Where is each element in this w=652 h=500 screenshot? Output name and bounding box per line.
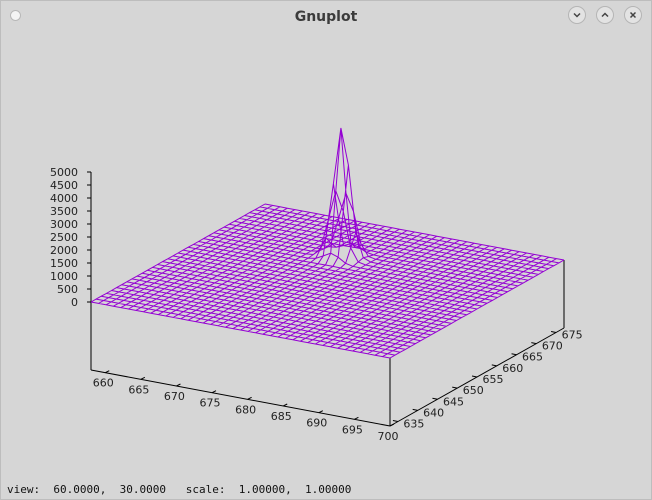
x-tick-label: 680	[235, 403, 256, 416]
x-tick-mark	[176, 383, 181, 387]
x-tick-label: 665	[128, 383, 149, 396]
y-tick-label: 670	[542, 340, 563, 353]
z-tick-label: 3500	[50, 205, 78, 218]
y-tick-label: 655	[483, 373, 504, 386]
x-tick-label: 685	[271, 410, 292, 423]
x-tick-mark	[354, 416, 359, 420]
y-tick-mark	[511, 353, 517, 356]
y-tick-label: 665	[522, 351, 543, 364]
x-axis-line	[90, 369, 391, 427]
surface-plot-canvas[interactable]: 0500100015002000250030003500400045005000…	[1, 33, 651, 481]
minimize-button[interactable]	[568, 6, 586, 24]
surface-mesh	[90, 127, 565, 359]
x-tick-label: 700	[378, 430, 399, 443]
tick-labels: 0500100015002000250030003500400045005000…	[50, 166, 583, 443]
surface-wireframe	[90, 127, 565, 359]
y-tick-label: 660	[502, 362, 523, 375]
plot-axes	[87, 171, 565, 427]
z-tick-label: 500	[57, 283, 78, 296]
x-tick-mark	[140, 376, 146, 380]
window-title: Gnuplot	[294, 9, 358, 25]
z-tick-label: 4500	[50, 179, 78, 192]
x-tick-mark	[318, 410, 324, 414]
z-tick-label: 2500	[50, 231, 78, 244]
x-tick-mark	[389, 423, 395, 427]
y-tick-label: 650	[463, 384, 484, 397]
z-tick-label: 4000	[50, 192, 78, 205]
y-tick-label: 675	[562, 328, 583, 341]
chevron-up-icon	[601, 12, 609, 18]
y-tick-mark	[550, 330, 557, 333]
x-tick-mark	[247, 396, 252, 400]
z-tick-label: 3000	[50, 218, 78, 231]
x-tick-mark	[211, 390, 217, 394]
z-tick-label: 0	[71, 296, 78, 309]
x-tick-label: 660	[93, 377, 114, 390]
y-tick-label: 640	[423, 406, 444, 419]
x-tick-label: 675	[200, 397, 221, 410]
x-tick-label: 695	[342, 423, 363, 436]
y-tick-mark	[452, 386, 458, 389]
y-tick-mark	[392, 420, 399, 423]
window-menu-icon[interactable]	[10, 10, 21, 21]
x-tick-mark	[282, 403, 288, 407]
x-tick-label: 690	[306, 417, 327, 430]
y-tick-mark	[412, 408, 418, 411]
y-tick-mark	[531, 342, 537, 345]
z-tick-label: 1500	[50, 257, 78, 270]
y-tick-mark	[471, 375, 478, 378]
z-tick-label: 5000	[50, 166, 78, 179]
y-tick-label: 645	[443, 395, 464, 408]
title-bar[interactable]: Gnuplot	[1, 1, 651, 33]
z-tick-label: 1000	[50, 270, 78, 283]
z-tick-label: 2000	[50, 244, 78, 257]
status-bar: view: 60.0000, 30.0000 scale: 1.00000, 1…	[7, 483, 352, 496]
chevron-down-icon	[573, 12, 581, 18]
x-tick-label: 670	[164, 390, 185, 403]
y-tick-mark	[491, 364, 497, 367]
close-button[interactable]	[624, 6, 642, 24]
maximize-button[interactable]	[596, 6, 614, 24]
x-tick-mark	[105, 370, 110, 374]
close-icon	[629, 11, 637, 19]
y-tick-mark	[432, 397, 438, 400]
y-tick-label: 635	[403, 418, 424, 431]
